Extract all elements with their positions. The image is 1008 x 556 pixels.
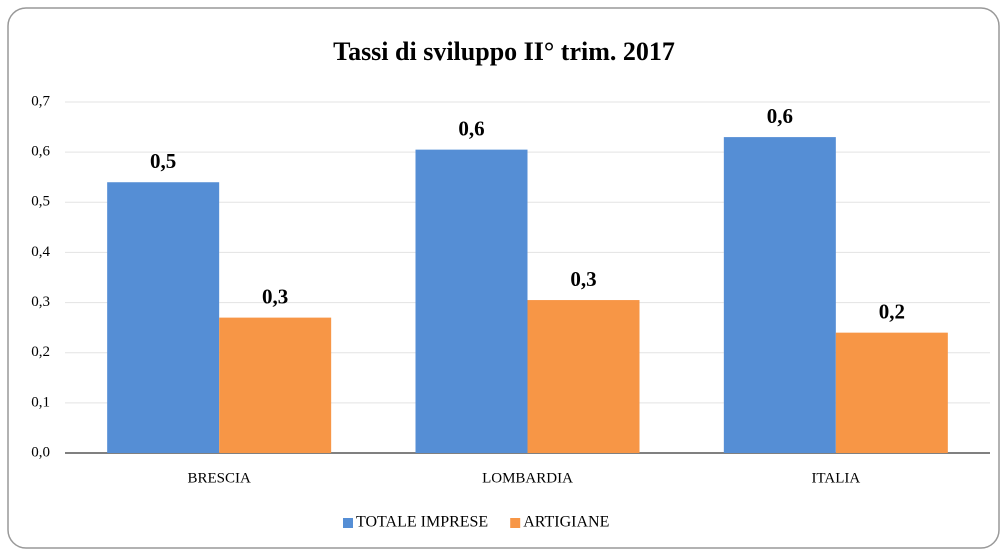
bar — [723, 137, 836, 453]
bar — [527, 300, 640, 453]
legend-swatch — [343, 518, 353, 528]
y-tick-label: 0,7 — [31, 93, 50, 109]
y-tick-label: 0,0 — [31, 444, 50, 460]
y-tick-label: 0,3 — [31, 294, 50, 310]
y-tick-label: 0,1 — [31, 394, 50, 410]
value-label: 0,6 — [767, 104, 793, 128]
value-label: 0,5 — [150, 149, 176, 173]
bar — [835, 332, 948, 453]
y-tick-label: 0,4 — [31, 244, 50, 260]
y-tick-label: 0,5 — [31, 194, 50, 210]
value-label: 0,3 — [262, 285, 288, 309]
chart-title: Tassi di sviluppo II° trim. 2017 — [333, 37, 675, 66]
legend-label: ARTIGIANE — [523, 514, 609, 531]
bar — [415, 149, 528, 453]
bar — [219, 317, 332, 453]
legend-swatch — [510, 518, 521, 528]
x-tick-label: BRESCIA — [187, 470, 251, 486]
y-tick-label: 0,2 — [31, 344, 50, 360]
value-label: 0,3 — [570, 267, 596, 291]
value-label: 0,2 — [879, 300, 905, 324]
value-label: 0,6 — [458, 117, 484, 141]
x-tick-label: ITALIA — [811, 470, 860, 486]
y-tick-label: 0,6 — [31, 144, 50, 160]
bar — [107, 182, 220, 453]
x-tick-label: LOMBARDIA — [482, 470, 573, 486]
legend-label: TOTALE IMPRESE — [356, 514, 488, 531]
